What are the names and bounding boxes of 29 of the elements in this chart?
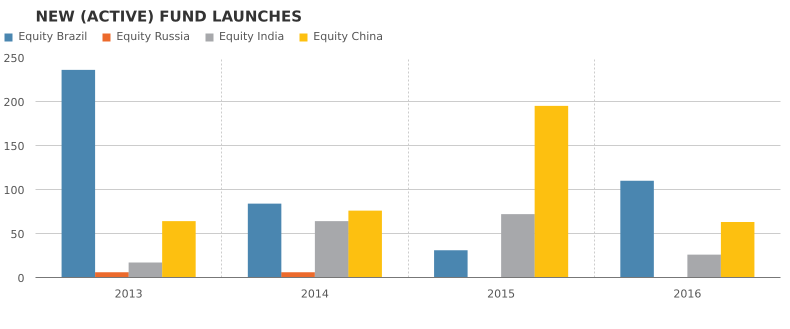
y-tick-label: 100 xyxy=(4,184,25,197)
bar xyxy=(95,272,129,278)
bar xyxy=(281,272,315,278)
y-tick-label: 50 xyxy=(10,228,25,241)
x-tick-label: 2015 xyxy=(487,288,516,300)
x-tick-label: 2014 xyxy=(300,288,329,300)
y-tick-label: 150 xyxy=(4,140,25,153)
chart-title: NEW (ACTIVE) FUND LAUNCHES xyxy=(36,8,302,26)
bar xyxy=(434,250,468,278)
bar xyxy=(534,106,568,278)
y-tick-label: 0 xyxy=(18,272,24,285)
bar xyxy=(720,222,754,278)
bar xyxy=(501,214,535,278)
x-tick-label: 2016 xyxy=(673,288,702,300)
bar xyxy=(314,221,348,278)
y-tick-label: 200 xyxy=(4,96,25,109)
bar xyxy=(348,210,382,278)
bar xyxy=(620,180,654,278)
legend-label: Equity India xyxy=(218,30,284,43)
legend-label: Equity China xyxy=(313,30,383,43)
bar xyxy=(687,254,721,278)
bar xyxy=(62,70,96,278)
legend-label: Equity Russia xyxy=(116,30,190,43)
y-tick-label: 250 xyxy=(4,52,25,65)
bar xyxy=(128,262,162,278)
legend-label: Equity Brazil xyxy=(18,30,88,43)
x-tick-label: 2013 xyxy=(114,288,143,300)
bar xyxy=(248,204,282,278)
bar xyxy=(162,221,196,278)
